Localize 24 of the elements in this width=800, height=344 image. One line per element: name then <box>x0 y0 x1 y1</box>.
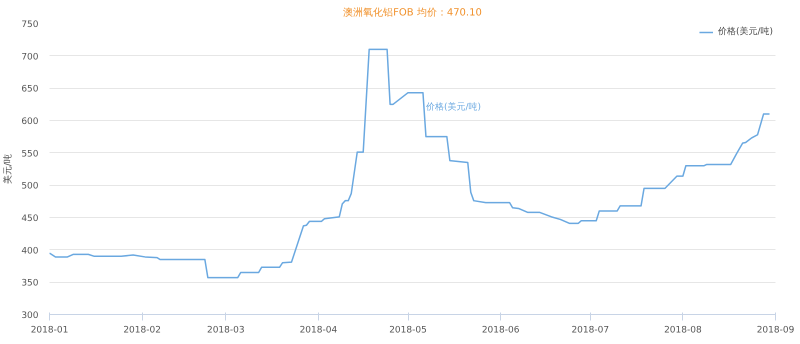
x-tick-label: 2018-05 <box>389 326 427 336</box>
x-tick-label: 2018-06 <box>482 326 520 336</box>
y-tick-label: 700 <box>21 52 39 62</box>
x-tick-label: 2018-01 <box>30 326 68 336</box>
y-tick-label: 750 <box>21 20 39 30</box>
y-tick-label: 350 <box>21 278 39 289</box>
y-tick-label: 600 <box>21 117 39 127</box>
legend-label: 价格(美元/吨) <box>718 26 773 38</box>
chart-title: 澳洲氧化铝FOB 均价：470.10 <box>343 6 482 18</box>
y-tick-label: 500 <box>21 182 39 192</box>
x-tick-label: 2018-09 <box>756 326 795 336</box>
y-tick-label: 300 <box>21 311 39 321</box>
y-tick-label: 650 <box>21 84 39 95</box>
x-tick-label: 2018-04 <box>300 326 338 336</box>
y-tick-label: 400 <box>21 246 39 256</box>
y-tick-label: 550 <box>21 149 39 160</box>
y-tick-label: 450 <box>21 214 39 224</box>
x-tick-label: 2018-08 <box>664 326 702 336</box>
x-tick-label: 2018-07 <box>571 326 610 336</box>
x-tick-label: 2018-03 <box>206 326 245 336</box>
y-axis-title: 美元/吨 <box>2 154 14 184</box>
line-series <box>50 48 770 278</box>
x-tick-label: 2018-02 <box>123 326 161 336</box>
annotation: 价格(美元/吨) <box>424 102 482 113</box>
